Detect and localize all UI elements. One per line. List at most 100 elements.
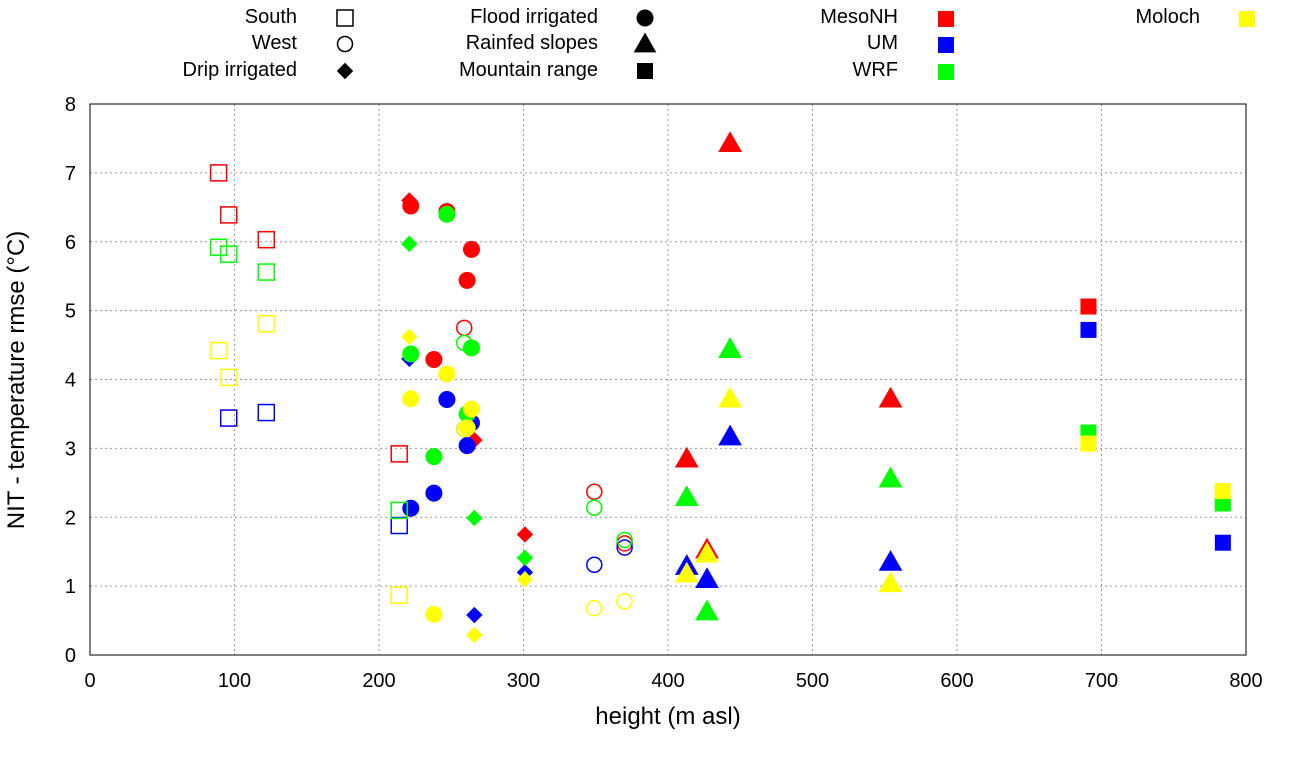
x-tick-label: 600 (940, 670, 973, 692)
data-point-mesonh-triangle (674, 446, 699, 468)
data-point-um-open-circle (586, 556, 603, 574)
data-point-um-open-square (219, 409, 238, 427)
data-point-um-triangle (695, 567, 719, 588)
legend-swatch-moloch (1239, 11, 1255, 27)
legend-label: Rainfed slopes (466, 32, 598, 54)
data-point-wrf-open-square (390, 501, 408, 520)
data-point-moloch-circle (462, 400, 480, 418)
data-points (209, 131, 1231, 644)
x-tick-label: 300 (507, 670, 540, 692)
data-point-moloch-open-circle (586, 599, 603, 617)
data-point-um-open-circle (616, 539, 633, 556)
data-point-moloch-circle (425, 605, 443, 623)
data-point-mesonh-diamond (516, 526, 534, 543)
data-point-wrf-triangle (878, 466, 903, 488)
data-point-moloch-square (1214, 483, 1231, 500)
data-point-mesonh-open-circle (616, 535, 633, 552)
data-point-moloch-triangle (878, 571, 903, 593)
legend-marker-open-circle (336, 35, 354, 53)
data-point-moloch-open-square (390, 586, 408, 604)
legend-label: Moloch (1136, 6, 1200, 28)
data-point-mesonh-open-circle (456, 319, 473, 337)
data-point-mesonh-open-square (209, 164, 228, 182)
data-point-wrf-open-circle (616, 531, 633, 549)
legend-marker-triangle (633, 32, 657, 53)
data-point-mesonh-circle (458, 271, 476, 289)
data-point-wrf-diamond (516, 549, 534, 567)
data-point-moloch-circle (402, 390, 420, 408)
data-point-moloch-diamond (466, 626, 483, 644)
x-tick-label: 100 (218, 670, 251, 692)
data-point-mesonh-circle (462, 240, 480, 258)
data-point-moloch-open-square (219, 368, 238, 387)
y-tick-label: 6 (65, 232, 76, 254)
y-tick-label: 5 (65, 301, 76, 323)
legend-swatch-mesonh (938, 11, 954, 27)
data-point-moloch-diamond (516, 571, 534, 588)
data-point-wrf-open-circle (586, 499, 603, 516)
y-tick-label: 2 (65, 507, 76, 529)
data-point-moloch-diamond (401, 328, 418, 346)
data-point-moloch-open-circle (616, 593, 633, 610)
x-tick-label: 700 (1085, 670, 1118, 692)
y-tick-label: 1 (65, 576, 76, 598)
data-point-um-triangle (878, 550, 903, 571)
data-point-um-circle (458, 437, 476, 455)
x-tick-label: 400 (651, 670, 684, 692)
data-point-moloch-triangle (674, 561, 699, 583)
x-tick-label: 200 (362, 670, 395, 692)
legend-label: South (245, 6, 297, 28)
data-point-mesonh-open-square (219, 206, 238, 224)
grid (90, 104, 1246, 655)
data-point-wrf-triangle (695, 599, 719, 621)
data-point-wrf-open-square (219, 245, 238, 263)
data-point-um-open-square (257, 403, 276, 422)
data-point-wrf-triangle (674, 485, 699, 507)
y-tick-label: 0 (65, 645, 76, 667)
data-point-moloch-square (1080, 435, 1097, 452)
data-point-wrf-circle (438, 205, 456, 223)
data-point-um-open-square (390, 516, 408, 535)
legend-label: UM (867, 32, 898, 54)
data-point-moloch-triangle (718, 386, 742, 408)
legend-label: MesoNH (820, 6, 898, 28)
data-point-wrf-open-square (257, 263, 276, 281)
data-point-um-triangle (718, 424, 742, 446)
data-point-mesonh-open-circle (586, 483, 603, 501)
legend-label: Flood irrigated (470, 6, 598, 28)
legend-marker-diamond (336, 62, 354, 80)
legend-marker-square (637, 63, 653, 79)
y-tick-label: 8 (65, 94, 76, 116)
x-tick-label: 500 (796, 670, 829, 692)
data-point-wrf-open-square (209, 238, 228, 257)
legend-swatch-wrf (938, 64, 954, 80)
legend: South West Drip irrigated Flood irrigated Ra… (183, 6, 1255, 81)
data-point-wrf-circle (402, 345, 420, 363)
legend-marker-open-square (336, 9, 354, 27)
y-tick-label: 7 (65, 163, 76, 185)
data-point-wrf-triangle (718, 337, 742, 358)
x-axis-label: height (m asl) (595, 703, 740, 730)
data-point-mesonh-circle (425, 351, 443, 369)
legend-label: West (252, 32, 298, 54)
data-point-moloch-open-square (209, 341, 228, 360)
legend-swatch-um (938, 37, 954, 53)
legend-label: Drip irrigated (183, 59, 297, 81)
y-axis-label: NIT - temperature rmse (°C) (3, 231, 30, 530)
data-point-moloch-circle (438, 365, 456, 383)
data-point-mesonh-circle (402, 197, 420, 215)
data-point-mesonh-open-square (390, 445, 408, 463)
data-point-wrf-diamond (466, 509, 483, 527)
data-point-um-circle (438, 390, 456, 408)
data-point-moloch-triangle (695, 541, 719, 563)
data-point-mesonh-triangle (878, 386, 903, 408)
data-point-um-diamond (466, 606, 483, 624)
data-point-mesonh-open-square (257, 230, 276, 249)
data-point-um-square (1214, 534, 1231, 551)
data-point-wrf-circle (425, 448, 443, 466)
data-point-mesonh-triangle (718, 131, 742, 153)
data-point-wrf-circle (462, 339, 480, 357)
data-point-um-square (1080, 321, 1097, 338)
y-tick-label: 4 (65, 370, 76, 392)
